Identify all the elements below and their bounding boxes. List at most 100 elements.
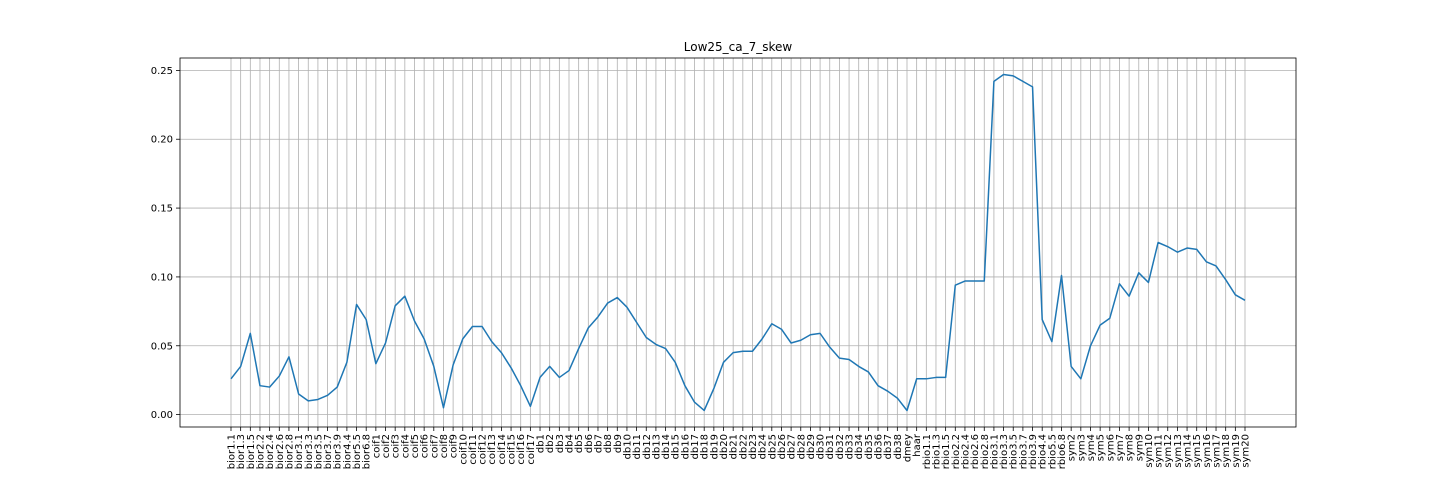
x-tick-label: db16 xyxy=(680,434,691,459)
x-tick-label: db29 xyxy=(806,434,817,459)
x-tick-label: bior3.5 xyxy=(313,434,324,469)
x-tick-label: sym10 xyxy=(1144,434,1155,468)
x-tick-label: rbio2.4 xyxy=(960,434,971,469)
x-tick-label: rbio3.7 xyxy=(1018,434,1029,469)
y-tick-label: 0.10 xyxy=(151,272,173,283)
x-tick-label: bior1.3 xyxy=(236,434,247,469)
x-tick-label: sym2 xyxy=(1067,434,1078,461)
x-tick-label: db14 xyxy=(661,434,672,459)
x-tick-label: db38 xyxy=(893,434,904,459)
x-tick-label: coif9 xyxy=(449,434,460,458)
x-tick-label: rbio6.8 xyxy=(1057,434,1068,469)
x-tick-label: bior2.4 xyxy=(265,434,276,469)
x-tick-label: coif6 xyxy=(420,434,431,458)
x-tick-label: bior3.9 xyxy=(333,434,344,469)
x-tick-label: db20 xyxy=(719,434,730,459)
x-tick-label: dmey xyxy=(903,434,914,462)
x-tick-label: bior1.1 xyxy=(227,434,238,469)
x-tick-label: db4 xyxy=(565,434,576,453)
x-tick-label: rbio3.3 xyxy=(999,434,1010,469)
x-tick-label: db6 xyxy=(584,434,595,453)
x-tick-label: coif17 xyxy=(526,434,537,465)
x-tick-label: sym13 xyxy=(1173,434,1184,468)
x-tick-label: db5 xyxy=(574,434,585,453)
x-tick-label: coif16 xyxy=(516,434,527,465)
x-tick-label: sym9 xyxy=(1134,434,1145,461)
x-tick-label: sym18 xyxy=(1221,434,1232,468)
y-tick-label: 0.00 xyxy=(151,410,173,421)
x-tick-label: db28 xyxy=(796,434,807,459)
x-tick-label: coif14 xyxy=(497,434,508,465)
x-tick-label: rbio1.3 xyxy=(931,434,942,469)
x-tick-label: db17 xyxy=(690,434,701,459)
x-tick-label: db21 xyxy=(729,434,740,459)
x-tick-label: sym11 xyxy=(1154,434,1165,468)
x-tick-label: db15 xyxy=(671,434,682,459)
x-tick-label: coif5 xyxy=(410,434,421,458)
x-tick-label: sym19 xyxy=(1231,434,1242,468)
x-tick-label: sym20 xyxy=(1241,434,1252,468)
series-layer xyxy=(230,73,1246,412)
x-tick-label: sym6 xyxy=(1105,434,1116,461)
x-tick-label: db30 xyxy=(816,434,827,459)
x-tick-label: db36 xyxy=(874,434,885,459)
grid-lines xyxy=(180,58,1296,427)
x-tick-label: rbio3.9 xyxy=(1028,434,1039,469)
x-tick-label: db23 xyxy=(748,434,759,459)
x-tick-label: rbio4.4 xyxy=(1038,434,1049,469)
x-tick-label: sym5 xyxy=(1096,434,1107,461)
x-tick-label: sym7 xyxy=(1115,434,1126,461)
x-tick-label: db31 xyxy=(825,434,836,459)
x-tick-label: coif11 xyxy=(468,434,479,465)
x-tick-label: db26 xyxy=(777,434,788,459)
x-tick-label: rbio3.1 xyxy=(989,434,1000,469)
x-tick-label: db8 xyxy=(603,434,614,453)
x-tick-label: bior5.5 xyxy=(352,434,363,469)
x-tick-label: db24 xyxy=(758,434,769,459)
x-tick-label: coif8 xyxy=(439,434,450,458)
x-tick-label: bior6.8 xyxy=(362,434,373,469)
x-tick-label: sym16 xyxy=(1202,434,1213,468)
x-tick-label: sym8 xyxy=(1125,434,1136,461)
x-tick-label: db12 xyxy=(642,434,653,459)
x-tick-label: db35 xyxy=(864,434,875,459)
x-tick-label: bior3.7 xyxy=(323,434,334,469)
x-axis-ticks: bior1.1bior1.3bior1.5bior2.2bior2.4bior2… xyxy=(227,427,1252,469)
plot-area-frame xyxy=(179,57,1297,428)
x-tick-label: coif7 xyxy=(429,434,440,458)
y-tick-label: 0.15 xyxy=(151,204,173,215)
x-tick-label: rbio3.5 xyxy=(1009,434,1020,469)
x-tick-label: coif15 xyxy=(507,434,518,465)
x-tick-label: db32 xyxy=(835,434,846,459)
x-tick-label: bior2.6 xyxy=(275,434,286,469)
x-tick-label: bior1.5 xyxy=(246,434,257,469)
x-tick-label: db27 xyxy=(787,434,798,459)
x-tick-label: db22 xyxy=(738,434,749,459)
x-tick-label: coif4 xyxy=(400,434,411,458)
x-tick-label: coif1 xyxy=(371,434,382,458)
x-tick-label: rbio1.5 xyxy=(941,434,952,469)
x-tick-label: bior2.8 xyxy=(284,434,295,469)
series-line xyxy=(230,73,1246,412)
x-tick-label: sym14 xyxy=(1183,434,1194,468)
x-tick-label: db11 xyxy=(632,434,643,459)
x-tick-label: sym17 xyxy=(1212,434,1223,468)
x-tick-label: rbio5.5 xyxy=(1047,434,1058,469)
x-tick-label: bior2.2 xyxy=(255,434,266,469)
x-tick-label: db1 xyxy=(536,434,547,453)
x-tick-label: db33 xyxy=(845,434,856,459)
x-tick-label: db3 xyxy=(555,434,566,453)
x-tick-label: sym4 xyxy=(1086,434,1097,461)
x-tick-label: rbio1.1 xyxy=(922,434,933,469)
y-axis-ticks: 0.00 0.05 0.10 0.15 0.20 0.25 xyxy=(151,66,180,421)
x-tick-label: db34 xyxy=(854,434,865,459)
x-tick-label: coif10 xyxy=(458,434,469,465)
x-tick-label: rbio2.6 xyxy=(970,434,981,469)
y-tick-label: 0.05 xyxy=(151,341,173,352)
x-tick-label: sym15 xyxy=(1192,434,1203,468)
x-tick-label: rbio2.8 xyxy=(980,434,991,469)
x-tick-label: haar xyxy=(912,433,923,457)
x-tick-label: coif3 xyxy=(391,434,402,458)
x-tick-label: sym3 xyxy=(1076,434,1087,461)
